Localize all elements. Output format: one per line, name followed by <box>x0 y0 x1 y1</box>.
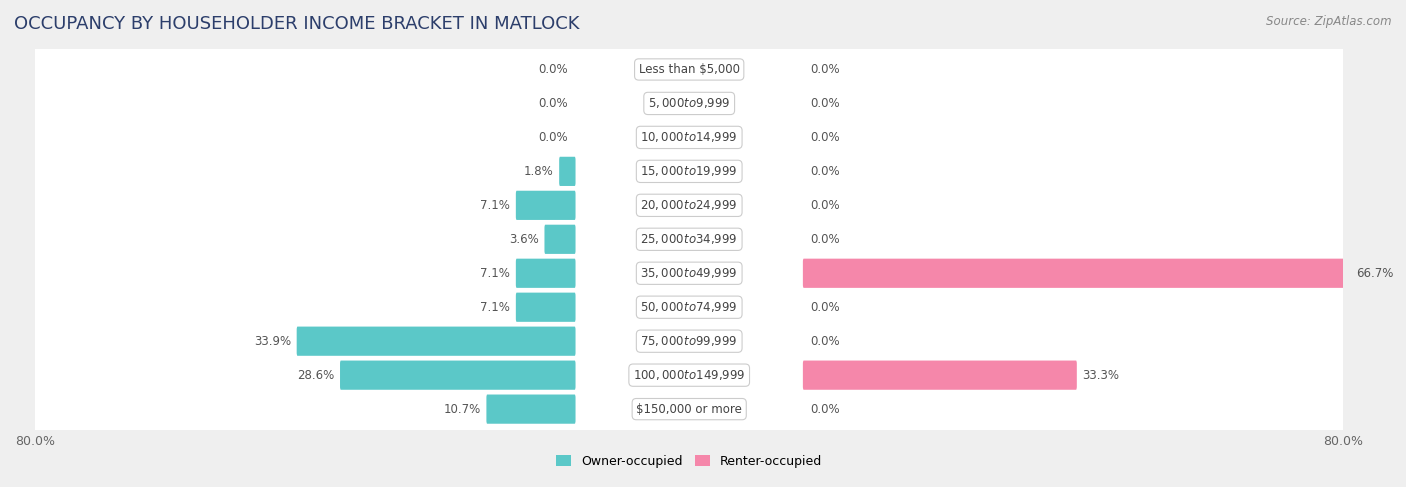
Text: $15,000 to $19,999: $15,000 to $19,999 <box>641 165 738 178</box>
Text: 0.0%: 0.0% <box>810 335 839 348</box>
FancyBboxPatch shape <box>24 114 1354 161</box>
Text: $25,000 to $34,999: $25,000 to $34,999 <box>641 232 738 246</box>
Text: 10.7%: 10.7% <box>443 403 481 415</box>
FancyBboxPatch shape <box>24 182 1354 229</box>
Text: 0.0%: 0.0% <box>810 97 839 110</box>
FancyBboxPatch shape <box>544 225 575 254</box>
FancyBboxPatch shape <box>516 259 575 288</box>
FancyBboxPatch shape <box>803 360 1077 390</box>
Text: 7.1%: 7.1% <box>481 301 510 314</box>
Text: 0.0%: 0.0% <box>810 165 839 178</box>
FancyBboxPatch shape <box>24 46 1354 93</box>
Legend: Owner-occupied, Renter-occupied: Owner-occupied, Renter-occupied <box>551 450 827 473</box>
Text: 0.0%: 0.0% <box>810 301 839 314</box>
Text: 66.7%: 66.7% <box>1355 267 1393 280</box>
Text: 0.0%: 0.0% <box>538 131 568 144</box>
Text: 0.0%: 0.0% <box>538 97 568 110</box>
FancyBboxPatch shape <box>24 352 1354 398</box>
FancyBboxPatch shape <box>24 216 1354 262</box>
FancyBboxPatch shape <box>24 284 1354 331</box>
Text: $50,000 to $74,999: $50,000 to $74,999 <box>641 300 738 314</box>
Text: 0.0%: 0.0% <box>810 233 839 246</box>
Text: 33.9%: 33.9% <box>254 335 291 348</box>
FancyBboxPatch shape <box>486 394 575 424</box>
Text: 33.3%: 33.3% <box>1083 369 1119 382</box>
Text: 0.0%: 0.0% <box>538 63 568 76</box>
FancyBboxPatch shape <box>297 327 575 356</box>
FancyBboxPatch shape <box>24 386 1354 432</box>
Text: 1.8%: 1.8% <box>523 165 554 178</box>
Text: $35,000 to $49,999: $35,000 to $49,999 <box>641 266 738 280</box>
Text: 28.6%: 28.6% <box>297 369 335 382</box>
Text: OCCUPANCY BY HOUSEHOLDER INCOME BRACKET IN MATLOCK: OCCUPANCY BY HOUSEHOLDER INCOME BRACKET … <box>14 15 579 33</box>
Text: 0.0%: 0.0% <box>810 131 839 144</box>
FancyBboxPatch shape <box>516 293 575 322</box>
FancyBboxPatch shape <box>24 318 1354 365</box>
Text: 7.1%: 7.1% <box>481 199 510 212</box>
Text: $75,000 to $99,999: $75,000 to $99,999 <box>641 334 738 348</box>
Text: 0.0%: 0.0% <box>810 403 839 415</box>
FancyBboxPatch shape <box>24 80 1354 127</box>
FancyBboxPatch shape <box>24 250 1354 297</box>
FancyBboxPatch shape <box>516 191 575 220</box>
Text: Less than $5,000: Less than $5,000 <box>638 63 740 76</box>
FancyBboxPatch shape <box>340 360 575 390</box>
Text: $100,000 to $149,999: $100,000 to $149,999 <box>633 368 745 382</box>
Text: $150,000 or more: $150,000 or more <box>637 403 742 415</box>
Text: $20,000 to $24,999: $20,000 to $24,999 <box>641 198 738 212</box>
FancyBboxPatch shape <box>24 148 1354 195</box>
FancyBboxPatch shape <box>560 157 575 186</box>
Text: $10,000 to $14,999: $10,000 to $14,999 <box>641 131 738 145</box>
Text: 7.1%: 7.1% <box>481 267 510 280</box>
Text: 3.6%: 3.6% <box>509 233 538 246</box>
Text: 0.0%: 0.0% <box>810 199 839 212</box>
Text: 0.0%: 0.0% <box>810 63 839 76</box>
Text: $5,000 to $9,999: $5,000 to $9,999 <box>648 96 731 111</box>
Text: Source: ZipAtlas.com: Source: ZipAtlas.com <box>1267 15 1392 28</box>
FancyBboxPatch shape <box>803 259 1350 288</box>
